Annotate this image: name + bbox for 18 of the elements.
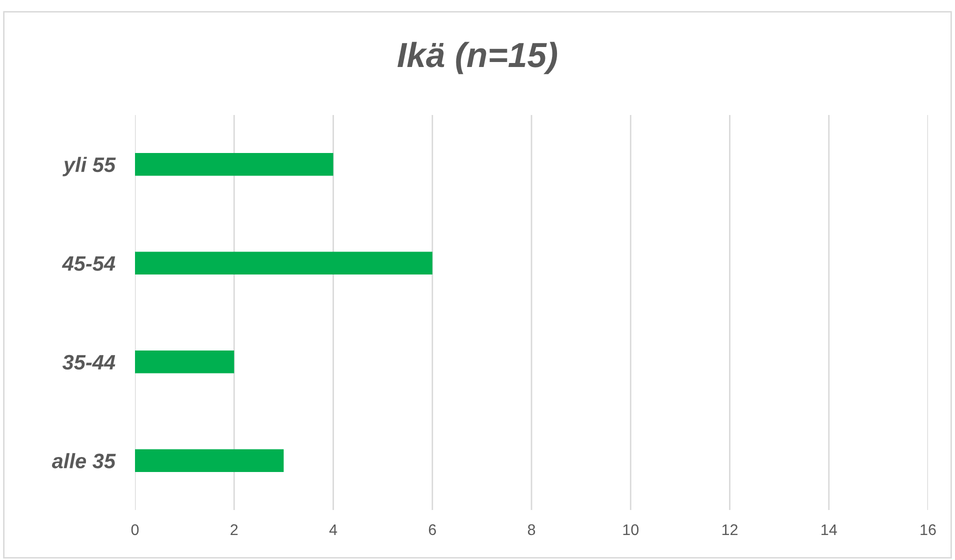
chart-title: Ikä (n=15) [398,42,558,74]
x-tick-label: 16 [920,524,936,536]
bar [135,449,284,472]
bar [135,153,334,176]
x-tick-label: 0 [131,524,139,536]
x-tick-label: 4 [329,524,338,535]
y-tick-label: yli 55 [62,156,116,176]
x-tick-label: 10 [623,524,639,536]
x-tick-label: 14 [822,524,837,535]
bar [135,252,432,274]
y-tick-label: alle 35 [52,453,116,468]
x-tick-label: 8 [528,524,536,536]
bar [135,350,234,374]
x-tick-label: 6 [428,524,436,536]
x-tick-label: 2 [230,524,238,535]
y-tick-label: 45-54 [62,256,116,271]
y-tick-label: 35-44 [62,354,116,370]
x-tick-label: 12 [722,524,738,535]
